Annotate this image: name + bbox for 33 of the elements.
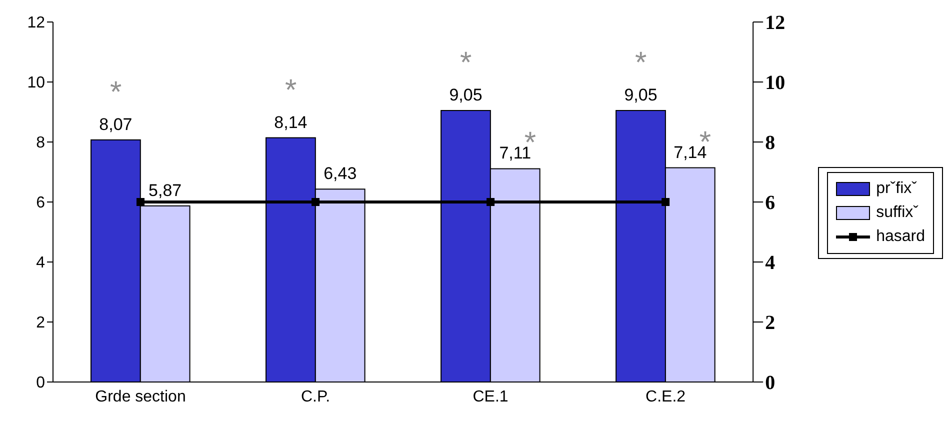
- data-label: 5,87: [148, 180, 182, 200]
- data-label: 9,05: [449, 86, 482, 104]
- annotation: *: [110, 76, 122, 109]
- x-tick-label: C.P.: [301, 388, 330, 406]
- y-tick-label: 0: [36, 374, 46, 392]
- y2-tick-label: 6: [765, 192, 776, 214]
- y2-tick-label: 12: [765, 12, 786, 34]
- annotation: *: [460, 46, 472, 80]
- y2-tick-label: 4: [765, 252, 776, 274]
- y-tick-label: 8: [36, 134, 46, 152]
- data-label: 9,05: [624, 86, 658, 104]
- y2-tick-label: 0: [765, 372, 776, 394]
- data-label: 8,14: [274, 112, 308, 132]
- y2-tick-label: 2: [765, 312, 776, 334]
- y-tick-label: 12: [27, 14, 46, 32]
- legend-label: prˇfixˇ: [876, 179, 917, 199]
- annotation: *: [635, 46, 648, 80]
- data-label: 7,11: [499, 144, 532, 163]
- x-tick-label: Grde section: [95, 388, 186, 406]
- x-tick-label: CE.1: [472, 388, 508, 406]
- legend-label: hasard: [876, 227, 925, 247]
- y2-tick-label: 8: [765, 132, 776, 154]
- data-label: 6,43: [324, 164, 357, 184]
- y-tick-label: 6: [36, 194, 46, 212]
- annotation: *: [284, 74, 297, 107]
- data-label: 7,14: [674, 142, 707, 162]
- y2-tick-label: 10: [765, 72, 786, 94]
- y-tick-label: 10: [27, 74, 46, 92]
- x-tick-label: C.E.2: [646, 388, 686, 406]
- y-tick-label: 4: [36, 254, 46, 272]
- legend-label: suffixˇ: [876, 203, 918, 223]
- y-tick-label: 2: [36, 314, 46, 332]
- data-label: 8,07: [99, 114, 132, 134]
